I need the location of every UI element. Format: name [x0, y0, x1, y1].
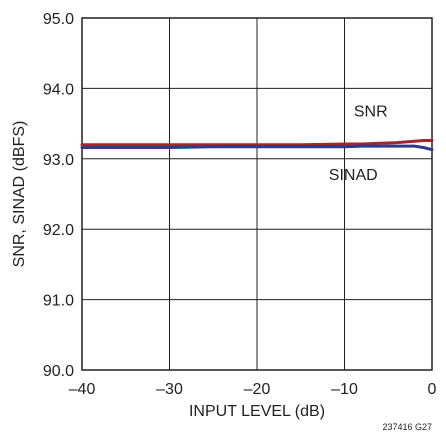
x-tick-label: 0	[428, 381, 437, 398]
y-tick-label: 91.0	[43, 293, 74, 310]
annotations: SNR SINAD	[329, 104, 388, 184]
y-axis-title: SNR, SINAD (dBFS)	[11, 121, 28, 268]
series-layer	[80, 139, 434, 152]
figure-id: 237416 G27	[382, 422, 432, 432]
y-tick-label: 94.0	[43, 81, 74, 98]
annotation-snr: SNR	[354, 104, 388, 121]
series-line-sinad	[80, 144, 434, 152]
x-axis-title: INPUT LEVEL (dB)	[189, 403, 325, 420]
plot-frame	[81, 17, 433, 371]
annotation-sinad: SINAD	[329, 167, 378, 184]
x-tick-labels: –40 –30 –20 –10 0	[69, 381, 437, 398]
y-tick-label: 95.0	[43, 11, 74, 28]
y-tick-label: 92.0	[43, 222, 74, 239]
series-line-snr	[80, 139, 434, 147]
y-tick-label: 93.0	[43, 152, 74, 169]
x-tick-label: –10	[331, 381, 358, 398]
x-tick-label: –40	[69, 381, 96, 398]
y-tick-label: 90.0	[43, 363, 74, 380]
x-tick-label: –20	[244, 381, 271, 398]
y-tick-labels: 90.0 91.0 92.0 93.0 94.0 95.0	[43, 11, 74, 380]
x-tick-label: –30	[156, 381, 183, 398]
